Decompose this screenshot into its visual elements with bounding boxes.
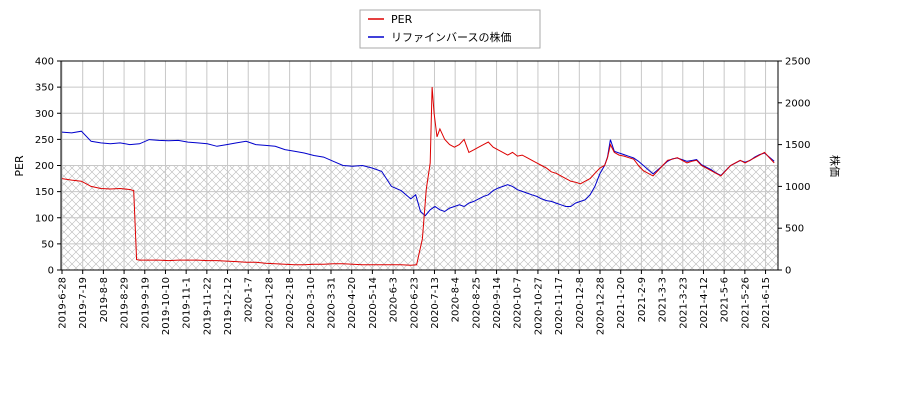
x-tick-label: 2020-5-14 bbox=[368, 277, 379, 329]
left-tick-label: 200 bbox=[35, 161, 54, 172]
x-tick-label: 2019-10-10 bbox=[161, 277, 172, 335]
x-tick-label: 2020-3-10 bbox=[306, 277, 317, 329]
x-tick-label: 2021-6-15 bbox=[761, 277, 772, 329]
x-tick-label: 2020-4-20 bbox=[347, 277, 358, 329]
series-line-price bbox=[61, 130, 775, 217]
x-tick-label: 2020-6-3 bbox=[389, 277, 400, 322]
left-tick-label: 350 bbox=[35, 83, 54, 94]
left-tick-label: 150 bbox=[35, 187, 54, 198]
x-tick-label: 2019-12-12 bbox=[223, 277, 234, 335]
x-tick-label: 2021-3-23 bbox=[678, 277, 689, 329]
x-tick-label: 2019-8-8 bbox=[99, 277, 110, 322]
x-tick-label: 2019-11-22 bbox=[202, 277, 213, 335]
x-axis-ticks: 2019-6-28 2019-7-19 2019-8-8 2019-8-29 2019-… bbox=[58, 270, 772, 335]
left-tick-label: 250 bbox=[35, 135, 54, 146]
legend-box bbox=[359, 9, 541, 49]
x-tick-label: 2020-7-13 bbox=[430, 277, 441, 329]
x-tick-label: 2020-1-7 bbox=[244, 277, 255, 322]
x-tick-label: 2019-9-19 bbox=[140, 277, 151, 329]
left-tick-label: 100 bbox=[35, 213, 54, 224]
x-tick-label: 2021-2-9 bbox=[637, 277, 648, 322]
x-tick-label: 2021-1-20 bbox=[616, 277, 627, 329]
x-tick-label: 2020-8-4 bbox=[451, 277, 462, 322]
x-tick-label: 2020-11-17 bbox=[554, 277, 565, 335]
series-line-per bbox=[61, 87, 775, 266]
right-tick-label: 500 bbox=[785, 224, 804, 235]
x-tick-label: 2019-8-29 bbox=[120, 277, 131, 329]
right-tick-label: 0 bbox=[785, 266, 791, 277]
left-tick-label: 50 bbox=[41, 239, 54, 250]
x-tick-label: 2019-7-19 bbox=[78, 277, 89, 329]
x-tick-label: 2019-6-28 bbox=[58, 277, 69, 329]
x-tick-label: 2020-9-14 bbox=[492, 277, 503, 329]
x-tick-label: 2020-1-28 bbox=[264, 277, 275, 329]
left-axis-ticks: 0 50 100 150 200 250 300 350 400 bbox=[35, 57, 61, 277]
left-tick-label: 400 bbox=[35, 57, 54, 68]
left-tick-label: 0 bbox=[48, 266, 54, 277]
x-tick-label: 2020-8-25 bbox=[471, 277, 482, 329]
right-axis-ticks: 0 500 1000 1500 2000 2500 bbox=[778, 57, 810, 277]
legend: PER リファインバースの株価 bbox=[359, 9, 541, 49]
x-tick-label: 2020-10-27 bbox=[533, 277, 544, 335]
grid-lines bbox=[61, 60, 778, 271]
x-tick-label: 2020-12-28 bbox=[596, 277, 607, 335]
x-tick-label: 2021-5-6 bbox=[720, 277, 731, 322]
x-tick-label: 2021-4-12 bbox=[699, 277, 710, 329]
y-right-axis-title: 株価 bbox=[828, 155, 842, 177]
left-tick-label: 300 bbox=[35, 109, 54, 120]
y-left-axis-title: PER bbox=[13, 155, 26, 177]
right-tick-label: 1500 bbox=[785, 140, 810, 151]
right-tick-label: 2000 bbox=[785, 98, 810, 109]
legend-label-price: リファインバースの株価 bbox=[391, 30, 511, 44]
x-tick-label: 2020-3-31 bbox=[327, 277, 338, 329]
x-tick-label: 2021-3-3 bbox=[658, 277, 669, 322]
series-lines bbox=[61, 87, 775, 266]
x-tick-label: 2021-5-26 bbox=[740, 277, 751, 329]
legend-label-per: PER bbox=[391, 13, 413, 26]
x-tick-label: 2020-10-7 bbox=[513, 277, 524, 329]
x-tick-label: 2020-6-23 bbox=[409, 277, 420, 329]
x-tick-label: 2019-11-1 bbox=[182, 277, 193, 329]
x-tick-label: 2020-2-18 bbox=[285, 277, 296, 329]
right-tick-label: 1000 bbox=[785, 182, 810, 193]
x-tick-label: 2020-12-8 bbox=[575, 277, 586, 329]
right-tick-label: 2500 bbox=[785, 57, 810, 68]
